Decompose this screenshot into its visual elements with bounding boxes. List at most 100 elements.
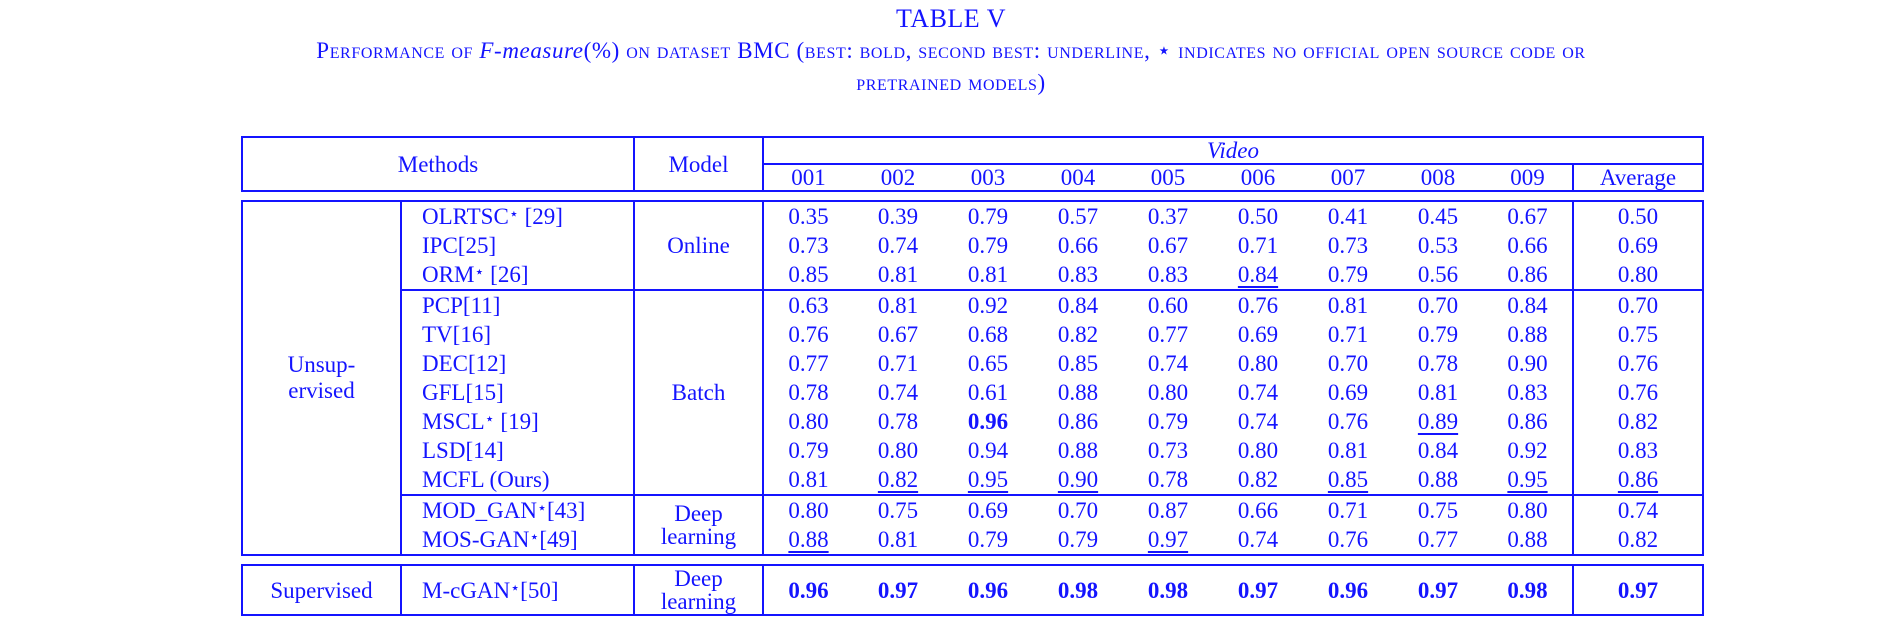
value: 0.63 xyxy=(788,293,829,318)
average-value: 0.76 xyxy=(1617,380,1659,405)
value: 0.67 xyxy=(877,322,919,347)
average-value: 0.76 xyxy=(1617,351,1659,376)
value-cell: 0.90 xyxy=(1033,465,1123,496)
value-cell: 0.81 xyxy=(1303,436,1393,465)
value-cell: 0.86 xyxy=(1483,260,1573,291)
value-cell: 0.63 xyxy=(763,289,853,320)
average-value: 0.80 xyxy=(1617,262,1659,287)
method-label: OLRTSC xyxy=(422,204,509,229)
value: 0.71 xyxy=(877,351,919,376)
value: 0.70 xyxy=(1417,293,1459,318)
method-name: GFL[15] xyxy=(401,378,635,407)
table-row: GFL[15] 0.78 0.74 0.61 0.88 0.80 0.74 0.69 0.81 0… xyxy=(242,378,1704,407)
method-name: LSD[14] xyxy=(401,436,635,465)
average-cell: 0.80 xyxy=(1572,260,1704,291)
model-online: Online xyxy=(634,200,764,291)
value-cell: 0.74 xyxy=(1213,525,1303,556)
header-video-009: 009 xyxy=(1483,163,1573,192)
value-cell: 0.81 xyxy=(1303,289,1393,320)
value: 0.80 xyxy=(788,498,829,523)
value-cell: 0.92 xyxy=(943,289,1033,320)
value: 0.77 xyxy=(1417,527,1459,552)
average-value: 0.83 xyxy=(1617,438,1659,463)
value: 0.79 xyxy=(967,204,1009,229)
method-name: MOD_GAN⋆[43] xyxy=(401,494,635,525)
value-cell: 0.97 xyxy=(1393,564,1483,616)
model-deep-line1: Deep xyxy=(674,501,723,526)
value: 0.85 xyxy=(1057,351,1099,376)
value: 0.73 xyxy=(1327,233,1369,258)
average-value: 0.97 xyxy=(1617,577,1659,603)
value-cell: 0.80 xyxy=(763,407,853,436)
value: 0.88 xyxy=(1417,467,1459,492)
model-deep-line1: Deep xyxy=(674,566,723,591)
value: 0.50 xyxy=(1237,204,1279,229)
value: 0.71 xyxy=(1327,498,1369,523)
value: 0.77 xyxy=(788,351,829,376)
value-cell: 0.97 xyxy=(1213,564,1303,616)
value: 0.97 xyxy=(877,577,919,603)
value: 0.74 xyxy=(1237,527,1279,552)
value-cell: 0.70 xyxy=(1303,349,1393,378)
average-cell: 0.75 xyxy=(1572,320,1704,349)
value: 0.90 xyxy=(1507,351,1548,376)
model-batch: Batch xyxy=(634,289,764,496)
value-cell: 0.88 xyxy=(1393,465,1483,496)
value-cell: 0.76 xyxy=(763,320,853,349)
value: 0.80 xyxy=(1507,498,1548,523)
value: 0.79 xyxy=(967,233,1009,258)
value: 0.85 xyxy=(1327,467,1369,492)
value-cell: 0.74 xyxy=(853,231,943,260)
average-value: 0.69 xyxy=(1617,233,1659,258)
header-video-008: 008 xyxy=(1393,163,1483,192)
method-label: IPC[25] xyxy=(422,233,497,258)
value-cell: 0.83 xyxy=(1483,378,1573,407)
value: 0.84 xyxy=(1237,262,1279,287)
value: 0.95 xyxy=(967,467,1009,492)
value-cell: 0.77 xyxy=(1123,320,1213,349)
value: 0.78 xyxy=(1147,467,1189,492)
value: 0.66 xyxy=(1507,233,1548,258)
value: 0.79 xyxy=(788,438,829,463)
method-ref: [50] xyxy=(520,577,559,603)
value: 0.73 xyxy=(1147,438,1189,463)
value-cell: 0.69 xyxy=(1303,378,1393,407)
value: 0.88 xyxy=(1507,322,1548,347)
value: 0.79 xyxy=(1147,409,1189,434)
value: 0.70 xyxy=(1327,351,1369,376)
value: 0.71 xyxy=(1327,322,1369,347)
value-cell: 0.81 xyxy=(763,465,853,496)
method-label: PCP[11] xyxy=(422,293,501,318)
value-cell: 0.96 xyxy=(943,407,1033,436)
value-cell: 0.79 xyxy=(943,231,1033,260)
value: 0.79 xyxy=(1417,322,1459,347)
value: 0.97 xyxy=(1147,527,1189,552)
table-row: DEC[12] 0.77 0.71 0.65 0.85 0.74 0.80 0.70 0.78 0… xyxy=(242,349,1704,378)
value: 0.68 xyxy=(967,322,1009,347)
method-name: MSCL⋆ [19] xyxy=(401,407,635,436)
value-cell: 0.73 xyxy=(1123,436,1213,465)
value-cell: 0.80 xyxy=(1213,349,1303,378)
header-video: Video xyxy=(763,136,1704,164)
method-label: M-cGAN xyxy=(422,577,511,603)
value-cell: 0.56 xyxy=(1393,260,1483,291)
method-name: IPC[25] xyxy=(401,231,635,260)
value: 0.74 xyxy=(877,380,919,405)
table-label: TABLE V xyxy=(896,4,1006,33)
method-name: MCFL (Ours) xyxy=(401,465,635,496)
value-cell: 0.82 xyxy=(853,465,943,496)
value: 0.90 xyxy=(1057,467,1099,492)
value: 0.80 xyxy=(877,438,919,463)
header-average: Average xyxy=(1572,163,1704,192)
value-cell: 0.95 xyxy=(943,465,1033,496)
value: 0.41 xyxy=(1327,204,1369,229)
value: 0.98 xyxy=(1507,577,1548,603)
value: 0.39 xyxy=(877,204,919,229)
method-name: PCP[11] xyxy=(401,289,635,320)
value-cell: 0.83 xyxy=(1123,260,1213,291)
value-cell: 0.74 xyxy=(1123,349,1213,378)
value-cell: 0.98 xyxy=(1483,564,1573,616)
value: 0.96 xyxy=(967,577,1009,603)
value: 0.80 xyxy=(1147,380,1189,405)
table-row: MOD_GAN⋆[43] Deep learning 0.80 0.75 0.69 0.70… xyxy=(242,494,1704,556)
